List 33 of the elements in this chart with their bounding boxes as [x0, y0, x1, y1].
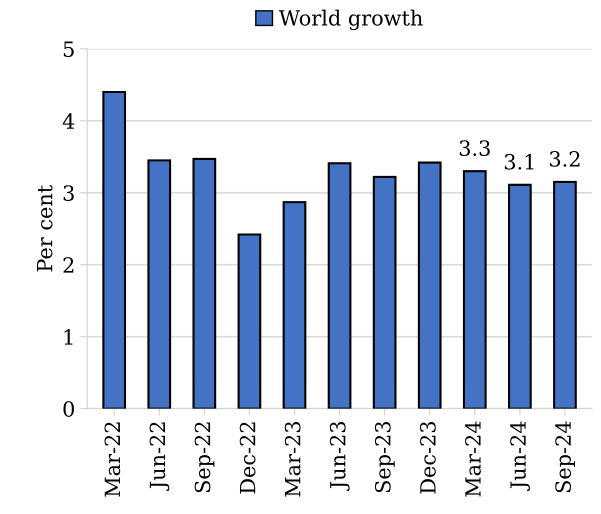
bar [462, 170, 487, 409]
y-tick-label: 3 [64, 185, 74, 201]
x-tick-label: Dec-22 [240, 422, 256, 494]
x-tick-label: Sep-24 [555, 421, 576, 492]
x-tick-label: Mar-23 [284, 422, 301, 497]
x-tick-label: Jun-23 [330, 422, 350, 491]
x-tick-label: Mar-24 [465, 421, 481, 497]
y-tick-label: 2 [63, 257, 74, 273]
x-tick-label: Jun-24 [510, 421, 530, 491]
bar [238, 233, 262, 409]
x-tick-label: Jun-22 [150, 422, 170, 491]
bar [147, 159, 172, 409]
x-tick-label: Dec-23 [420, 422, 436, 494]
bar [102, 90, 126, 409]
bar [418, 161, 442, 409]
legend-label: World growth [278, 10, 423, 30]
bar [328, 162, 352, 409]
bar [508, 184, 532, 409]
data-label: 3.1 [504, 154, 534, 170]
bar [192, 158, 216, 409]
x-tick-label: Sep-23 [374, 422, 395, 492]
x-tick-label: Sep-22 [194, 422, 214, 492]
bar [372, 176, 397, 409]
bar [553, 180, 577, 409]
data-label: 3.3 [460, 140, 490, 156]
y-tick-label: 4 [62, 113, 74, 129]
y-tick-label: 0 [63, 401, 74, 417]
bar [282, 201, 306, 409]
y-tick-label: 1 [64, 329, 72, 345]
data-label: 3.2 [550, 151, 580, 167]
x-tick-label: Mar-22 [104, 422, 120, 497]
y-tick-label: 5 [64, 42, 74, 58]
y-axis-title: Per cent [37, 185, 52, 272]
